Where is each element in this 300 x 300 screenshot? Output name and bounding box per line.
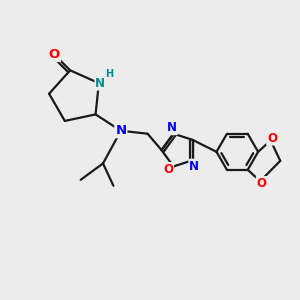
Text: O: O — [267, 132, 277, 145]
Text: O: O — [163, 163, 173, 176]
Text: N: N — [189, 160, 199, 172]
Text: O: O — [257, 177, 267, 190]
Text: N: N — [95, 76, 105, 90]
Text: H: H — [105, 69, 113, 79]
Text: O: O — [49, 48, 60, 61]
Text: N: N — [115, 124, 126, 137]
Text: N: N — [167, 121, 177, 134]
